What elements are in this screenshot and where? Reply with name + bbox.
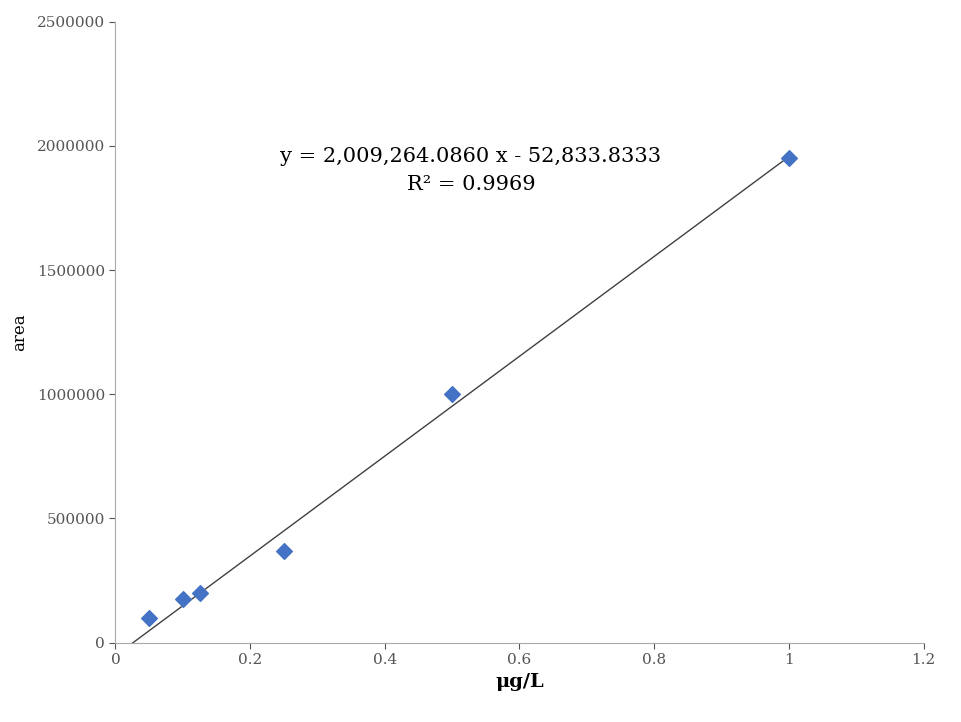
Point — [780, 152, 796, 164]
Text: y = 2,009,264.0860 x - 52,833.8333
R² = 0.9969: y = 2,009,264.0860 x - 52,833.8333 R² = … — [281, 147, 661, 194]
Point — [141, 612, 157, 624]
Point — [444, 388, 459, 400]
Point — [276, 545, 291, 557]
Point — [191, 587, 208, 599]
Point — [175, 593, 190, 605]
Y-axis label: area: area — [12, 313, 29, 351]
X-axis label: μg/L: μg/L — [495, 673, 543, 690]
